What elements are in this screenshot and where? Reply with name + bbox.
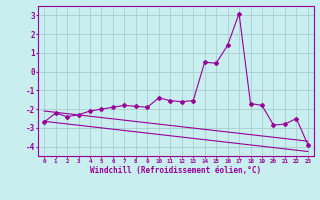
X-axis label: Windchill (Refroidissement éolien,°C): Windchill (Refroidissement éolien,°C) bbox=[91, 166, 261, 175]
